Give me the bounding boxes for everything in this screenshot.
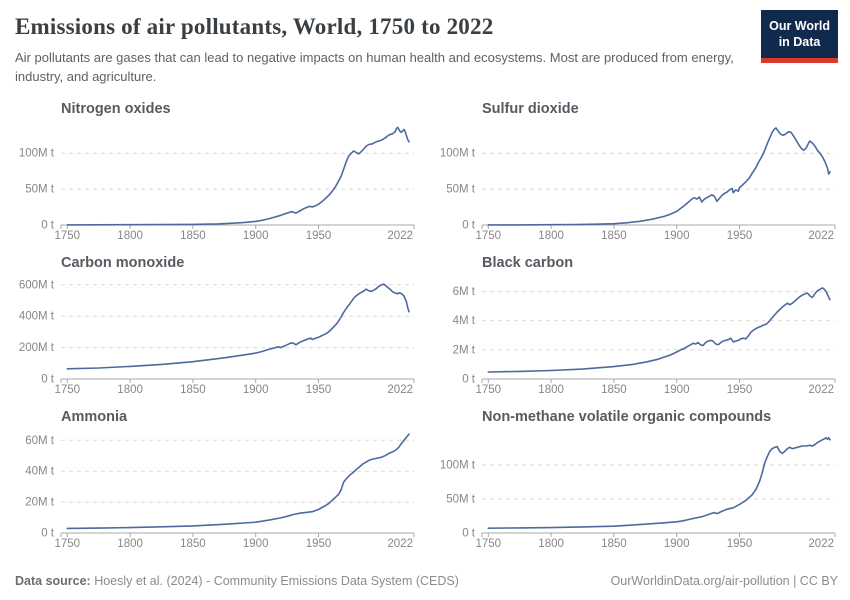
chart-title: Carbon monoxide — [61, 254, 185, 271]
header-text: Emissions of air pollutants, World, 1750… — [15, 10, 750, 87]
svg-text:400M t: 400M t — [19, 310, 55, 322]
svg-text:1750: 1750 — [55, 230, 81, 242]
data-source-label: Data source: — [15, 574, 91, 588]
svg-text:1950: 1950 — [727, 384, 753, 396]
svg-text:1900: 1900 — [664, 538, 690, 550]
svg-text:0 t: 0 t — [462, 219, 476, 231]
svg-text:100M t: 100M t — [19, 147, 55, 159]
svg-text:50M t: 50M t — [25, 183, 55, 195]
svg-text:1750: 1750 — [476, 230, 502, 242]
svg-text:1800: 1800 — [538, 538, 564, 550]
svg-text:1950: 1950 — [727, 230, 753, 242]
chart-black-carbon: Black carbon 0 t 2M t 4M t 6M t 1750 1800 1850… — [436, 255, 838, 398]
svg-text:1900: 1900 — [664, 230, 690, 242]
svg-text:2022: 2022 — [387, 384, 413, 396]
page-title: Emissions of air pollutants, World, 1750… — [15, 14, 494, 39]
data-source-note: Data source: Hoesly et al. (2024) - Comm… — [15, 574, 459, 588]
chart-title: Sulfur dioxide — [482, 100, 579, 117]
svg-text:1800: 1800 — [117, 230, 143, 242]
svg-text:1850: 1850 — [180, 538, 206, 550]
svg-text:0 t: 0 t — [462, 373, 476, 385]
svg-text:2022: 2022 — [808, 538, 834, 550]
svg-text:2022: 2022 — [808, 384, 834, 396]
svg-text:1900: 1900 — [664, 384, 690, 396]
black-carbon-line-chart: 0 t 2M t 4M t 6M t 1750 1800 1850 1900 1950 2022 — [453, 286, 836, 396]
svg-text:1800: 1800 — [117, 538, 143, 550]
chart-title: Nitrogen oxides — [61, 100, 171, 117]
svg-text:1850: 1850 — [180, 384, 206, 396]
nmvoc-line-chart: 0 t 50M t 100M t 1750 1800 1850 1900 1950 2022 — [440, 436, 836, 550]
svg-text:2022: 2022 — [387, 230, 413, 242]
owid-logo[interactable]: Our World in Data — [761, 10, 838, 63]
svg-text:1750: 1750 — [55, 384, 81, 396]
svg-text:40M t: 40M t — [25, 465, 55, 477]
chart-ammonia: Ammonia 0 t 20M t 40M t 60M t 1750 1800 1850 19… — [15, 409, 417, 552]
svg-text:1800: 1800 — [538, 384, 564, 396]
chart-nitrogen-oxides: Nitrogen oxides 0 t 50M t 100M t 1750 1800 18… — [15, 101, 417, 244]
credit-link[interactable]: OurWorldinData.org/air-pollution | CC BY — [610, 574, 838, 588]
svg-text:100M t: 100M t — [440, 147, 476, 159]
svg-text:200M t: 200M t — [19, 342, 55, 354]
page-subtitle: Air pollutants are gases that can lead t… — [15, 50, 734, 84]
svg-text:100M t: 100M t — [440, 459, 476, 471]
header: Emissions of air pollutants, World, 1750… — [15, 10, 838, 87]
svg-text:1800: 1800 — [117, 384, 143, 396]
svg-text:600M t: 600M t — [19, 279, 55, 291]
svg-text:1750: 1750 — [476, 384, 502, 396]
svg-text:1850: 1850 — [601, 230, 627, 242]
svg-text:0 t: 0 t — [462, 527, 476, 539]
chart-sulfur-dioxide: Sulfur dioxide 0 t 50M t 100M t 1750 1800 185… — [436, 101, 838, 244]
svg-text:0 t: 0 t — [41, 373, 55, 385]
svg-text:2022: 2022 — [387, 538, 413, 550]
svg-text:2022: 2022 — [808, 230, 834, 242]
svg-text:50M t: 50M t — [446, 493, 476, 505]
ammonia-line-chart: 0 t 20M t 40M t 60M t 1750 1800 1850 1900 1950 20… — [25, 432, 415, 550]
svg-text:1950: 1950 — [306, 384, 332, 396]
svg-text:4M t: 4M t — [453, 315, 476, 327]
chart-title: Ammonia — [61, 408, 128, 425]
svg-text:20M t: 20M t — [25, 496, 55, 508]
chart-title: Non-methane volatile organic compounds — [482, 408, 772, 425]
charts-grid: Nitrogen oxides 0 t 50M t 100M t 1750 1800 18… — [15, 101, 838, 552]
svg-text:1750: 1750 — [476, 538, 502, 550]
chart-title: Black carbon — [482, 254, 574, 271]
svg-text:60M t: 60M t — [25, 434, 55, 446]
owid-logo-line1: Our World — [769, 19, 830, 33]
footer: Data source: Hoesly et al. (2024) - Comm… — [15, 574, 838, 588]
svg-text:1900: 1900 — [243, 230, 269, 242]
data-source-text: Hoesly et al. (2024) - Community Emissio… — [90, 574, 459, 588]
owid-logo-line2: in Data — [778, 35, 821, 50]
svg-text:1750: 1750 — [55, 538, 81, 550]
svg-text:1950: 1950 — [306, 538, 332, 550]
nitrogen-oxides-line-chart: 0 t 50M t 100M t 1750 1800 1850 1900 1950 2022 — [19, 126, 415, 242]
svg-text:1850: 1850 — [180, 230, 206, 242]
svg-text:6M t: 6M t — [453, 286, 476, 298]
carbon-monoxide-line-chart: 0 t 200M t 400M t 600M t 1750 1800 1850 1900 195… — [19, 279, 415, 396]
svg-text:1850: 1850 — [601, 538, 627, 550]
svg-text:0 t: 0 t — [41, 219, 55, 231]
svg-text:1950: 1950 — [306, 230, 332, 242]
svg-text:1900: 1900 — [243, 538, 269, 550]
sulfur-dioxide-line-chart: 0 t 50M t 100M t 1750 1800 1850 1900 1950 2022 — [440, 126, 836, 242]
svg-text:1900: 1900 — [243, 384, 269, 396]
chart-nmvoc: Non-methane volatile organic compounds 0… — [436, 409, 838, 552]
svg-text:1800: 1800 — [538, 230, 564, 242]
svg-text:0 t: 0 t — [41, 527, 55, 539]
svg-text:1850: 1850 — [601, 384, 627, 396]
svg-text:2M t: 2M t — [453, 344, 476, 356]
svg-text:1950: 1950 — [727, 538, 753, 550]
svg-text:50M t: 50M t — [446, 183, 476, 195]
chart-carbon-monoxide: Carbon monoxide 0 t 200M t 400M t 600M t 175… — [15, 255, 417, 398]
